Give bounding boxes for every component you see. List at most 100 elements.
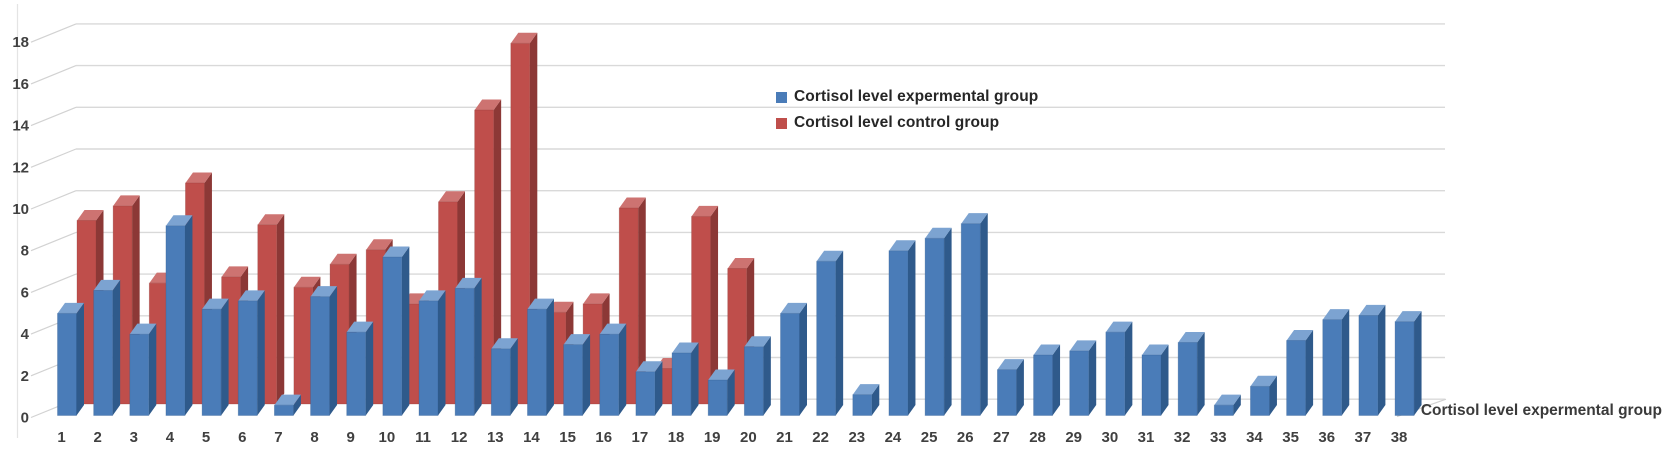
bar-experimental-19-face: [708, 369, 735, 381]
bar-experimental-38-edge: [1394, 321, 1415, 416]
bar-experimental-34-face: [1269, 375, 1277, 416]
bar-experimental-17: [635, 361, 663, 416]
bar-experimental-11-face: [419, 300, 438, 416]
bar-experimental-33: [1213, 394, 1241, 416]
bar-experimental-27-face: [997, 369, 1017, 416]
x-tick-label: 3: [130, 429, 138, 446]
bar-experimental-23: [852, 384, 880, 416]
bar-control-13-face: [510, 32, 538, 44]
bar-experimental-35-face: [1305, 329, 1314, 416]
bar-experimental-17-face: [635, 361, 663, 372]
bar-experimental-2: [93, 279, 121, 416]
bar-experimental-26-face: [961, 223, 981, 416]
bar-control-5-face: [221, 266, 249, 277]
bar-experimental-12-face: [474, 277, 482, 416]
bar-experimental-5-face: [202, 298, 229, 310]
bar-experimental-16: [599, 323, 627, 416]
bar-experimental-10: [382, 246, 410, 416]
legend-item-control: Cortisol level control group: [776, 114, 1038, 132]
bar-experimental-7: [273, 394, 301, 416]
bar-experimental-3: [129, 323, 157, 416]
x-tick-label: 38: [1391, 429, 1408, 446]
x-tick-label: 19: [704, 429, 721, 446]
bar-experimental-16-edge: [599, 333, 620, 416]
bar-experimental-25-face: [925, 227, 952, 239]
bar-experimental-23-edge: [852, 394, 873, 416]
bar-experimental-1-face: [76, 302, 84, 416]
bar-experimental-5-face: [202, 309, 222, 416]
bar-experimental-1-face: [57, 313, 77, 416]
bar-experimental-21-face: [780, 302, 807, 314]
x-tick-label: 27: [993, 429, 1010, 446]
bar-experimental-10-face: [382, 257, 402, 416]
bar-experimental-31-face: [1142, 344, 1169, 356]
x-tick-label: 26: [957, 429, 974, 446]
bar-experimental-20-face: [744, 346, 764, 416]
bar-experimental-30-face: [1105, 321, 1133, 333]
x-tick-label: 28: [1029, 429, 1046, 446]
bar-experimental-24: [888, 240, 916, 416]
bar-experimental-2-face: [93, 290, 113, 416]
bar-experimental-4-edge: [165, 225, 186, 416]
bar-experimental-13-face: [510, 338, 518, 416]
bar-experimental-35-edge: [1286, 340, 1306, 416]
bar-experimental-31-edge: [1141, 354, 1162, 416]
y-tick-label: 12: [12, 159, 29, 176]
bar-experimental-10-edge: [382, 256, 403, 416]
x-tick-label: 6: [238, 429, 246, 446]
y-tick-label: 16: [12, 76, 29, 93]
x-tick-label: 4: [166, 429, 175, 446]
bar-experimental-22-face: [816, 250, 844, 262]
bar-experimental-20: [743, 336, 771, 416]
bar-experimental-28-face: [1033, 355, 1053, 416]
bar-control-12-face: [474, 99, 502, 111]
bar-experimental-12-face: [455, 277, 482, 289]
x-tick-label: 12: [451, 429, 468, 446]
x-tick-label: 24: [885, 429, 902, 446]
bar-experimental-25: [924, 227, 952, 416]
bar-control-7-face: [293, 287, 313, 404]
bar-experimental-28-face: [1033, 344, 1061, 356]
bar-experimental-25-face: [944, 227, 952, 416]
x-tick-label: 21: [776, 429, 793, 446]
bar-experimental-21-edge: [780, 312, 800, 416]
bar-experimental-13: [490, 338, 518, 416]
bar-experimental-16-face: [599, 323, 627, 335]
bar-experimental-4-face: [165, 225, 185, 416]
bar-experimental-15-face: [563, 344, 583, 416]
bar-experimental-27: [997, 359, 1024, 416]
bar-experimental-30-face: [1105, 332, 1125, 416]
bar-experimental-3-edge: [129, 333, 150, 416]
bar-experimental-6: [237, 290, 265, 416]
legend-swatch-experimental-icon: [776, 91, 787, 103]
bar-experimental-27-face: [997, 359, 1024, 370]
x-tick-label: 20: [740, 429, 757, 446]
x-tick-label: 16: [595, 429, 612, 446]
bar-experimental-34-face: [1250, 375, 1277, 387]
bar-experimental-17-face: [654, 361, 663, 416]
bar-experimental-12-edge: [454, 287, 475, 416]
legend-label-control: Cortisol level control group: [794, 114, 1000, 131]
bar-experimental-6-face: [257, 290, 265, 416]
bar-experimental-7-face: [274, 394, 301, 406]
bar-experimental-23-face: [871, 384, 880, 416]
bar-experimental-24-face: [907, 240, 916, 416]
bar-experimental-36-face: [1341, 309, 1350, 416]
x-tick-label: 23: [848, 429, 865, 446]
bar-experimental-17-edge: [635, 371, 656, 416]
bar-experimental-26-face: [980, 213, 988, 416]
bar-experimental-32-face: [1178, 342, 1198, 416]
bar-control-18-face: [710, 205, 719, 404]
bar-experimental-4-face: [165, 215, 193, 226]
bar-experimental-23-face: [852, 384, 880, 395]
bar-experimental-14-face: [546, 298, 554, 416]
bar-experimental-8-face: [329, 286, 338, 416]
bar-experimental-14-face: [527, 298, 554, 310]
bar-experimental-3-face: [129, 323, 157, 335]
bar-experimental-18-edge: [671, 352, 692, 416]
bar-experimental-11-face: [438, 290, 446, 416]
bar-experimental-24-face: [888, 250, 908, 416]
bar-experimental-20-edge: [743, 346, 764, 416]
bar-experimental-21: [780, 302, 807, 416]
bar-experimental-9-edge: [346, 331, 367, 416]
